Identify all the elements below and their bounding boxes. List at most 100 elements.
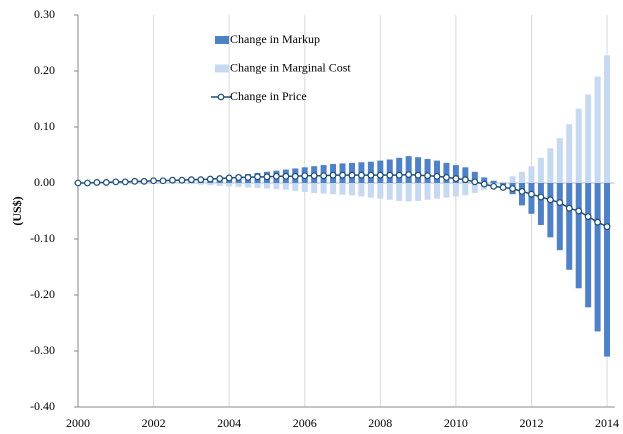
marker — [414, 171, 422, 179]
bar — [405, 156, 412, 183]
marker — [339, 171, 346, 179]
bar — [575, 183, 582, 289]
marker — [433, 172, 441, 180]
bar — [537, 157, 544, 183]
bar — [443, 183, 450, 198]
bar — [245, 183, 252, 188]
y-tick-label: 0.00 — [34, 175, 55, 189]
marker — [575, 207, 583, 215]
marker — [376, 171, 384, 179]
marker — [301, 172, 309, 180]
marker — [358, 171, 365, 179]
x-tick-label: 2004 — [217, 416, 241, 430]
marker — [490, 182, 498, 190]
x-tick-label: 2014 — [595, 416, 619, 430]
marker — [84, 179, 91, 187]
marker — [225, 174, 233, 182]
y-tick-label: -0.20 — [30, 287, 55, 301]
bar — [301, 183, 308, 192]
marker — [310, 172, 318, 180]
legend-label: Change in Markup — [230, 32, 320, 46]
marker — [395, 171, 403, 179]
bar — [216, 183, 223, 186]
marker — [499, 184, 507, 191]
legend-swatch — [217, 93, 225, 101]
marker — [348, 171, 356, 179]
bar — [396, 183, 403, 201]
bar — [339, 183, 346, 195]
bar — [594, 76, 601, 183]
y-tick-label: -0.40 — [30, 399, 55, 413]
marker — [131, 177, 139, 185]
marker — [140, 177, 148, 185]
bar — [405, 183, 412, 202]
legend-label: Change in Price — [230, 89, 307, 103]
bar — [471, 183, 478, 194]
x-tick-label: 2002 — [142, 416, 166, 430]
bar — [282, 183, 289, 190]
bar — [263, 183, 270, 189]
marker — [556, 199, 564, 207]
marker — [150, 177, 157, 185]
bar — [273, 183, 280, 190]
bar — [566, 183, 573, 270]
bar — [207, 183, 214, 186]
x-tick-label: 2012 — [519, 416, 543, 430]
bar — [320, 183, 327, 194]
bar — [556, 138, 563, 183]
marker — [291, 172, 299, 180]
marker — [254, 173, 261, 181]
x-tick-label: 2010 — [444, 416, 468, 430]
bar — [481, 177, 488, 183]
marker — [187, 176, 195, 184]
bar — [556, 183, 563, 251]
bar — [452, 165, 459, 183]
bar — [433, 160, 440, 183]
bar — [594, 183, 601, 332]
x-tick-label: 2008 — [368, 416, 392, 430]
bar — [415, 157, 422, 183]
marker — [565, 204, 573, 212]
bar — [547, 183, 554, 238]
marker — [263, 173, 271, 181]
marker — [461, 176, 469, 184]
legend-swatch — [215, 64, 229, 73]
marker — [93, 179, 101, 186]
y-axis-label: (US$) — [10, 196, 24, 225]
bar — [604, 183, 611, 357]
bar — [424, 183, 431, 200]
marker — [509, 185, 516, 193]
bar — [462, 183, 469, 196]
marker — [329, 171, 337, 179]
bar — [424, 158, 431, 183]
bar — [519, 171, 526, 183]
marker — [528, 190, 535, 198]
marker — [320, 172, 328, 180]
bar — [292, 183, 299, 191]
bar — [490, 180, 497, 183]
marker — [121, 178, 129, 186]
x-tick-label: 2006 — [293, 416, 317, 430]
bar — [528, 166, 535, 183]
marker — [197, 176, 205, 184]
y-tick-label: 0.10 — [34, 119, 55, 133]
y-tick-label: 0.30 — [34, 7, 55, 21]
marker — [518, 187, 526, 195]
x-tick-label: 2000 — [66, 416, 90, 430]
marker — [244, 173, 252, 181]
bar — [367, 183, 374, 198]
marker — [282, 172, 290, 180]
marker — [272, 172, 280, 180]
bar — [462, 167, 469, 183]
legend-swatch — [215, 36, 229, 44]
bar — [386, 183, 393, 200]
bar — [604, 55, 611, 183]
marker — [471, 178, 479, 186]
bar — [235, 183, 242, 187]
bar — [311, 183, 318, 194]
bar — [537, 183, 544, 225]
marker — [405, 171, 413, 179]
bar — [585, 94, 592, 183]
marker — [112, 178, 120, 186]
